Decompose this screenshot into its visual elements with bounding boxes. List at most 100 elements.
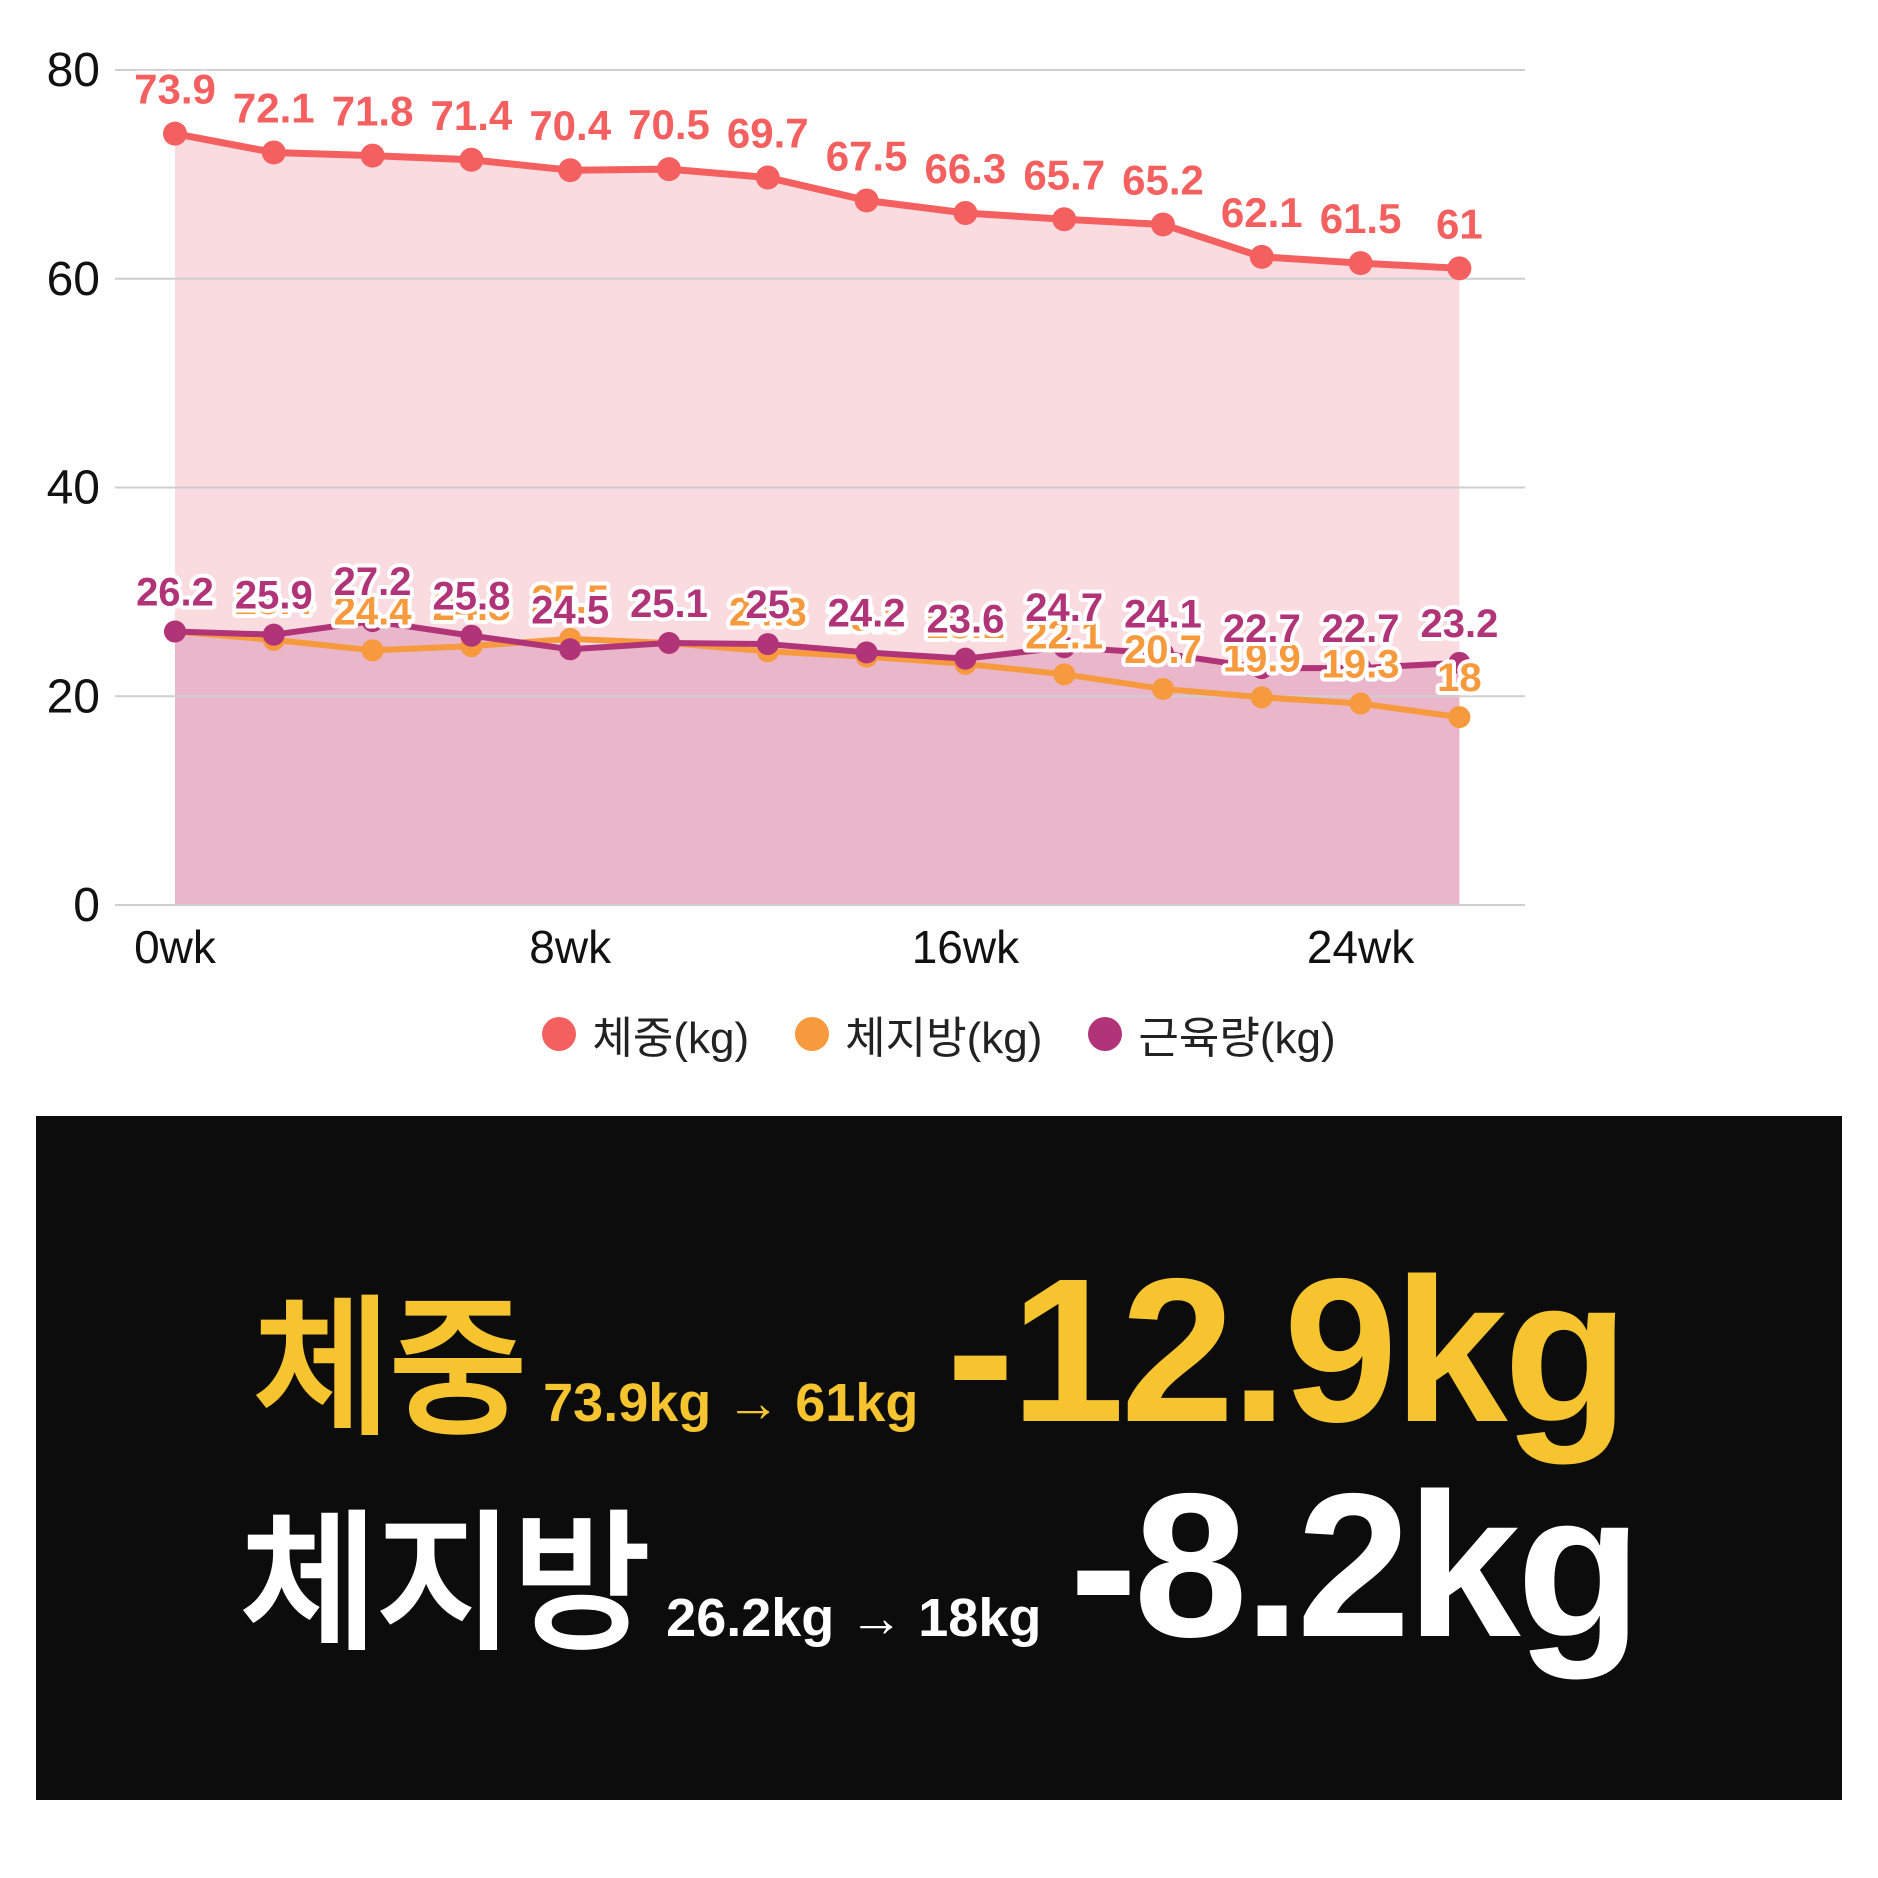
data-point [262,623,285,646]
legend-item-bodyfat: 체지방(kg) [795,1002,1042,1066]
data-point [1448,706,1471,729]
legend-label-weight: 체중(kg) [592,1014,750,1063]
data-point-label: 22.1 [1025,613,1103,657]
data-point-label: 25.8 [432,575,510,619]
data-point-label: 18 [1437,656,1482,700]
data-point [261,140,286,165]
y-axis-tick-label: 60 [47,253,100,306]
data-point-label: 25.1 [630,582,708,626]
data-point [1052,207,1077,232]
series-labels-0: 73.9 72.1 71.8 71.4 70.4 70.5 69.7 67.5 66.3 65.7… [130,62,1487,252]
grid-and-axes: 0 20 40 60 80 0wk 8wk 16wk 24wk [47,44,1525,973]
data-point-label: 23.6 [926,598,1004,642]
data-point [1053,663,1076,686]
data-point-label: 25.9 [235,574,313,618]
chart-areas [175,133,1460,905]
series-polyline-2 [172,618,1463,672]
data-point-label: 22.7 [1223,607,1301,651]
data-point-label: 61.5 [1320,195,1402,242]
data-point [756,633,779,656]
data-point-label: 70.4 [529,102,611,149]
summary-weight-delta: -12.9kg [946,1236,1628,1465]
data-point [1152,677,1174,700]
data-point-label: 24.8 [432,585,510,629]
data-point-label: 65.7 [1023,151,1105,198]
data-point-label: 61 [1436,200,1483,247]
data-point-label: 26.2 [136,571,214,615]
data-point [953,200,978,225]
data-point [1348,251,1373,276]
data-point [657,157,681,182]
data-point [755,165,780,190]
series-polyline-1 [172,628,1463,721]
x-axis-tick-label: 0wk [134,921,217,973]
area-series-0 [175,133,1460,905]
series-line-2 [164,610,1471,680]
series-labels-2: 26.2 25.9 27.2 25.8 24.5 25.1 25 24.2 23.6 24.7 24… [132,556,1502,655]
data-point [854,188,879,213]
bodyfat-dot-icon [795,1017,830,1051]
data-point [1250,686,1273,709]
summary-panel: 체중 73.9kg → 61kg -12.9kg 체지방 26.2kg → 18… [36,1116,1842,1800]
data-point [1250,657,1273,680]
data-point [164,620,186,643]
data-point-label: 24.4 [334,589,413,633]
data-point [658,632,680,655]
data-point [1249,244,1274,269]
data-point [558,158,583,183]
data-point [1151,212,1175,237]
x-axis-tick-label: 8wk [529,921,612,973]
data-point-label: 23.2 [1420,602,1498,646]
data-point-label: 25 [746,583,791,627]
data-point [1448,651,1471,674]
data-point-label: 70.5 [628,101,710,148]
data-point [1349,657,1372,680]
data-point-label: 24.7 [1025,586,1103,630]
data-point-label: 65.2 [1122,156,1204,203]
data-point-label: 19.9 [1223,636,1301,680]
data-point-label: 66.3 [925,145,1007,192]
y-axis-tick-label: 20 [47,670,100,723]
data-point-label: 69.7 [727,110,809,157]
summary-weight-label: 체중 [253,1285,527,1453]
data-point [459,147,484,172]
data-point-label: 72.1 [233,84,315,131]
data-point-label: 22.7 [1322,607,1400,651]
summary-bodyfat-delta: -8.2kg [1069,1451,1641,1680]
data-point-label: 27.2 [334,560,412,604]
data-point-label: 20.7 [1124,628,1202,672]
data-point [360,143,385,168]
data-point-label: 23.8 [828,596,906,640]
data-point [954,647,977,670]
weight-dot-icon [542,1017,577,1051]
legend-item-weight: 체중(kg) [542,1002,749,1066]
data-point-label: 71.8 [332,88,414,135]
x-axis-tick-label: 16wk [912,921,1020,973]
data-point-label: 24.2 [828,591,906,635]
data-point-label: 25.5 [531,578,609,622]
series-line-0 [163,121,1472,281]
legend-label-muscle: 근육량(kg) [1138,1014,1336,1063]
data-point-label: 71.4 [431,92,513,139]
data-point-label: 24.5 [531,588,609,632]
data-point [361,639,384,662]
summary-row-weight: 체중 73.9kg → 61kg -12.9kg [36,1248,1842,1453]
y-axis-tick-label: 80 [47,44,100,97]
summary-bodyfat-label: 체지방 [240,1500,650,1668]
data-point [559,638,582,661]
summary-bodyfat-range: 26.2kg → 18kg [666,1588,1042,1648]
data-point-label: 25.1 [630,582,708,626]
data-point-label: 62.1 [1221,189,1303,236]
series-labels-1: 26.2 25.4 24.4 24.8 25.5 25.1 24.3 23.8 23.1 22.1… [132,567,1486,705]
data-point-label: 25.4 [235,579,314,623]
data-point-label: 73.9 [134,66,216,113]
data-point-label: 26.2 [136,571,214,615]
data-point [855,641,878,664]
data-point [361,610,384,633]
data-point [1053,636,1076,659]
summary-row-bodyfat: 체지방 26.2kg → 18kg -8.2kg [36,1463,1842,1668]
data-point-label: 24.1 [1124,592,1202,636]
x-axis-tick-label: 24wk [1307,921,1415,973]
data-point [1349,692,1372,715]
